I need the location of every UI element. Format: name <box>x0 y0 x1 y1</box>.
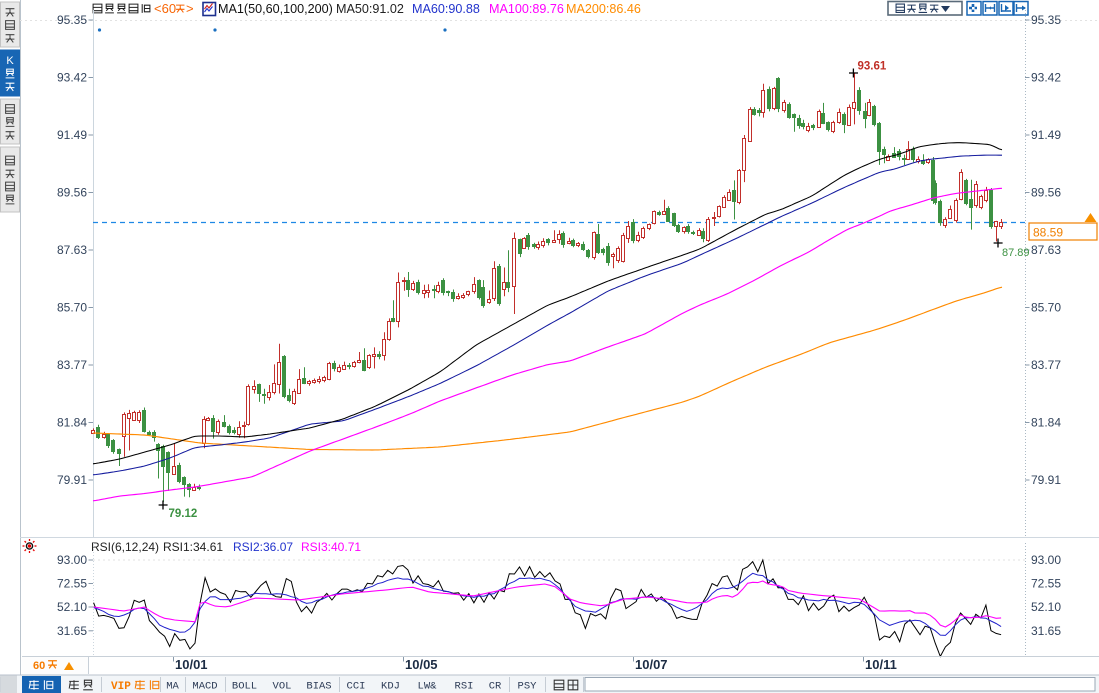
svg-text:95.35: 95.35 <box>57 13 87 27</box>
svg-text:81.84: 81.84 <box>57 416 87 430</box>
svg-text:91.49: 91.49 <box>57 128 87 142</box>
svg-text:31.65: 31.65 <box>57 624 87 638</box>
svg-text:79.91: 79.91 <box>57 473 87 487</box>
svg-text:MACD: MACD <box>192 681 217 693</box>
svg-text:91.49: 91.49 <box>1031 128 1061 142</box>
svg-text:87.63: 87.63 <box>1031 243 1061 257</box>
svg-text:LW&: LW& <box>418 681 438 693</box>
svg-text:10/11: 10/11 <box>865 657 897 672</box>
svg-text:52.10: 52.10 <box>1031 600 1061 614</box>
svg-text:MA60:90.88: MA60:90.88 <box>412 2 480 16</box>
svg-text:10/01: 10/01 <box>175 657 208 672</box>
svg-text:VIP: VIP <box>111 681 131 693</box>
svg-text:10/07: 10/07 <box>635 657 668 672</box>
svg-text:85.70: 85.70 <box>57 301 87 315</box>
svg-text:83.77: 83.77 <box>1031 358 1061 372</box>
svg-text:72.55: 72.55 <box>1031 577 1061 591</box>
svg-text:RSI2:36.07: RSI2:36.07 <box>233 540 293 554</box>
svg-text:10/05: 10/05 <box>405 657 438 672</box>
svg-text:BOLL: BOLL <box>232 681 257 693</box>
svg-text:72.55: 72.55 <box>57 577 87 591</box>
svg-text:87.63: 87.63 <box>57 243 87 257</box>
svg-text:89.56: 89.56 <box>57 186 87 200</box>
svg-text:MA50:91.02: MA50:91.02 <box>336 2 404 16</box>
svg-text:89.56: 89.56 <box>1031 186 1061 200</box>
svg-text:93.00: 93.00 <box>1031 553 1061 567</box>
svg-text:81.84: 81.84 <box>1031 416 1061 430</box>
svg-text:93.42: 93.42 <box>57 71 87 85</box>
svg-text:K: K <box>6 55 14 67</box>
svg-text:87.89: 87.89 <box>1002 247 1030 259</box>
svg-text:85.70: 85.70 <box>1031 301 1061 315</box>
svg-text:CR: CR <box>489 681 502 693</box>
svg-text:95.35: 95.35 <box>1031 13 1061 27</box>
svg-text:RSI1:34.61: RSI1:34.61 <box>163 540 223 554</box>
svg-text:79.12: 79.12 <box>169 508 198 520</box>
svg-text:MA1(50,60,100,200): MA1(50,60,100,200) <box>218 2 333 16</box>
svg-text:<60: <60 <box>154 1 176 16</box>
svg-text:RSI(6,12,24): RSI(6,12,24) <box>91 540 159 554</box>
svg-text:MA100:89.76: MA100:89.76 <box>489 2 564 16</box>
svg-text:KDJ: KDJ <box>381 681 400 693</box>
svg-text:93.00: 93.00 <box>57 553 87 567</box>
svg-text:83.77: 83.77 <box>57 358 87 372</box>
svg-text:MA: MA <box>166 681 179 693</box>
svg-text:52.10: 52.10 <box>57 600 87 614</box>
svg-text:88.59: 88.59 <box>1033 226 1063 240</box>
svg-text:>: > <box>186 1 194 16</box>
svg-text:RSI: RSI <box>455 681 474 693</box>
svg-text:MA200:86.46: MA200:86.46 <box>566 2 641 16</box>
svg-text:60: 60 <box>33 660 45 672</box>
svg-text:RSI3:40.71: RSI3:40.71 <box>301 540 361 554</box>
svg-text:79.91: 79.91 <box>1031 473 1061 487</box>
svg-text:BIAS: BIAS <box>306 681 331 693</box>
svg-text:31.65: 31.65 <box>1031 624 1061 638</box>
svg-text:CCI: CCI <box>347 681 366 693</box>
svg-text:93.42: 93.42 <box>1031 71 1061 85</box>
svg-text:PSY: PSY <box>518 681 538 693</box>
svg-text:93.61: 93.61 <box>858 61 887 73</box>
svg-text:VOL: VOL <box>273 681 292 693</box>
